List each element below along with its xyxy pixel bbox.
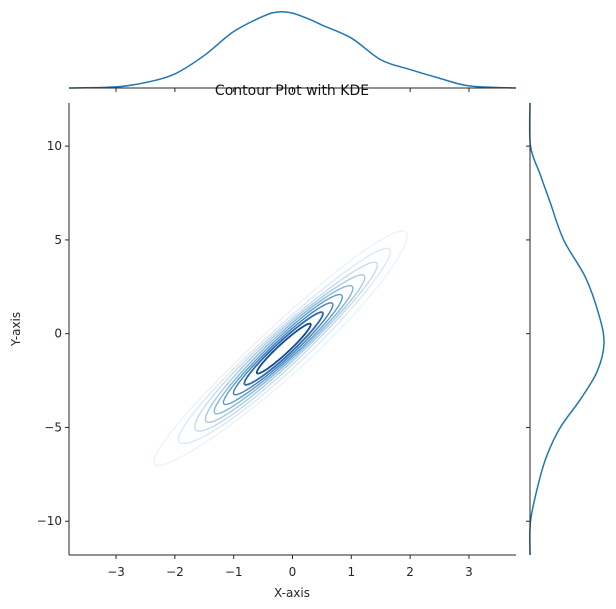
x-tick-label: −2 xyxy=(166,565,184,579)
y-tick-label: 5 xyxy=(54,233,62,247)
marginal-y-ticks xyxy=(526,145,530,522)
y-tick-label: −10 xyxy=(37,514,62,528)
x-axis-label: X-axis xyxy=(274,586,310,600)
x-tick-label: 2 xyxy=(406,565,414,579)
x-ticks: −3 −2 −1 0 1 2 3 xyxy=(107,555,473,579)
chart-title: Contour Plot with KDE xyxy=(215,83,369,99)
marginal-x-ticks xyxy=(115,88,470,92)
x-tick-label: −1 xyxy=(225,565,243,579)
marginal-y-axes xyxy=(526,102,605,556)
marginal-x-kde-line xyxy=(68,11,517,89)
marginal-y-kde-line xyxy=(528,102,605,556)
contour-level xyxy=(232,302,334,396)
y-ticks: −10 −5 0 5 10 xyxy=(37,139,69,528)
x-tick-label: −3 xyxy=(107,565,125,579)
contour-level xyxy=(153,230,408,467)
contour-level xyxy=(194,261,379,432)
x-tick-label: 1 xyxy=(347,565,355,579)
contour-level xyxy=(213,284,354,415)
y-tick-label: 10 xyxy=(47,139,62,153)
x-tick-label: 0 xyxy=(289,565,297,579)
marginal-x-axes xyxy=(68,11,517,92)
contour-level xyxy=(204,274,366,424)
contour-level xyxy=(177,247,392,445)
contour-level xyxy=(255,322,312,375)
contour-level xyxy=(222,293,343,406)
y-tick-label: −5 xyxy=(44,420,62,434)
x-tick-label: 3 xyxy=(465,565,473,579)
y-tick-label: 0 xyxy=(54,327,62,341)
y-axis-label: Y-axis xyxy=(9,312,23,347)
contour-level xyxy=(243,311,324,386)
kde-contours xyxy=(153,230,408,467)
